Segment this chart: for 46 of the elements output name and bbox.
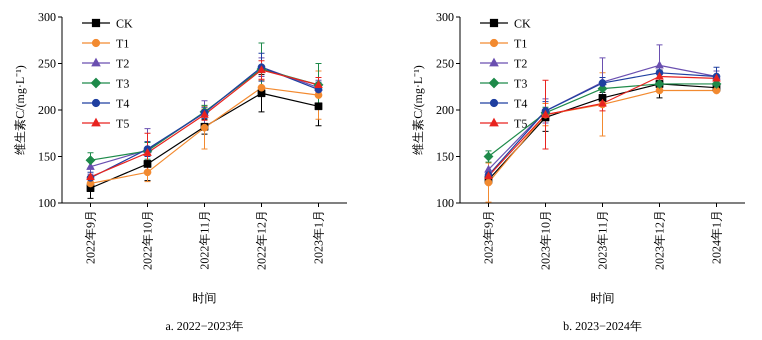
x-axis-title: 时间 [590, 291, 614, 305]
y-tick-label: 100 [38, 196, 56, 210]
text: a. 2022−2023年 [165, 319, 244, 333]
point [314, 102, 322, 110]
x-tick-label: 2023年9月 [482, 210, 496, 264]
legend-label: T1 [514, 36, 528, 50]
legend-label: T3 [514, 76, 528, 90]
point [655, 60, 664, 68]
x-axis-title: 时间 [192, 291, 216, 305]
y-tick-label: 200 [436, 103, 454, 117]
x-tick-label: 2024年1月 [710, 210, 724, 264]
y-tick-label: 250 [436, 56, 454, 70]
legend-label: T3 [116, 76, 130, 90]
y-tick-label: 250 [38, 56, 56, 70]
legend-label: T4 [116, 96, 130, 110]
point [258, 84, 266, 92]
point [655, 72, 664, 80]
x-tick-label: 2023年10月 [538, 210, 552, 270]
x-tick-label: 2022年12月 [254, 210, 268, 270]
x-tick-label: 2022年11月 [198, 210, 212, 270]
text: b. 2023−2024年 [563, 319, 642, 333]
legend-label: T2 [116, 56, 130, 70]
y-tick-label: 300 [38, 10, 56, 24]
legend-label: T2 [514, 56, 528, 70]
legend-label: CK [116, 16, 134, 30]
y-axis-title: 维生素C/(mg·L⁻¹) [411, 65, 425, 155]
x-tick-label: 2022年9月 [84, 210, 98, 264]
x-tick-label: 2023年1月 [312, 210, 326, 264]
x-tick-label: 2023年12月 [652, 210, 666, 270]
y-tick-label: 150 [436, 150, 454, 164]
point [484, 178, 492, 186]
y-axis-title: 维生素C/(mg·L⁻¹) [13, 65, 27, 155]
point [86, 155, 96, 166]
y-tick-label: 100 [436, 196, 454, 210]
legend-label: CK [514, 16, 532, 30]
y-tick-label: 200 [38, 103, 56, 117]
point [144, 160, 152, 168]
x-tick-label: 2023年11月 [596, 210, 610, 270]
legend-label: T4 [514, 96, 528, 110]
point [144, 168, 152, 176]
x-tick-label: 2022年10月 [140, 210, 154, 270]
y-tick-label: 150 [38, 150, 56, 164]
legend-label: T1 [116, 36, 130, 50]
legend-label: T5 [116, 116, 130, 130]
legend-label: T5 [514, 116, 528, 130]
y-tick-label: 300 [436, 10, 454, 24]
